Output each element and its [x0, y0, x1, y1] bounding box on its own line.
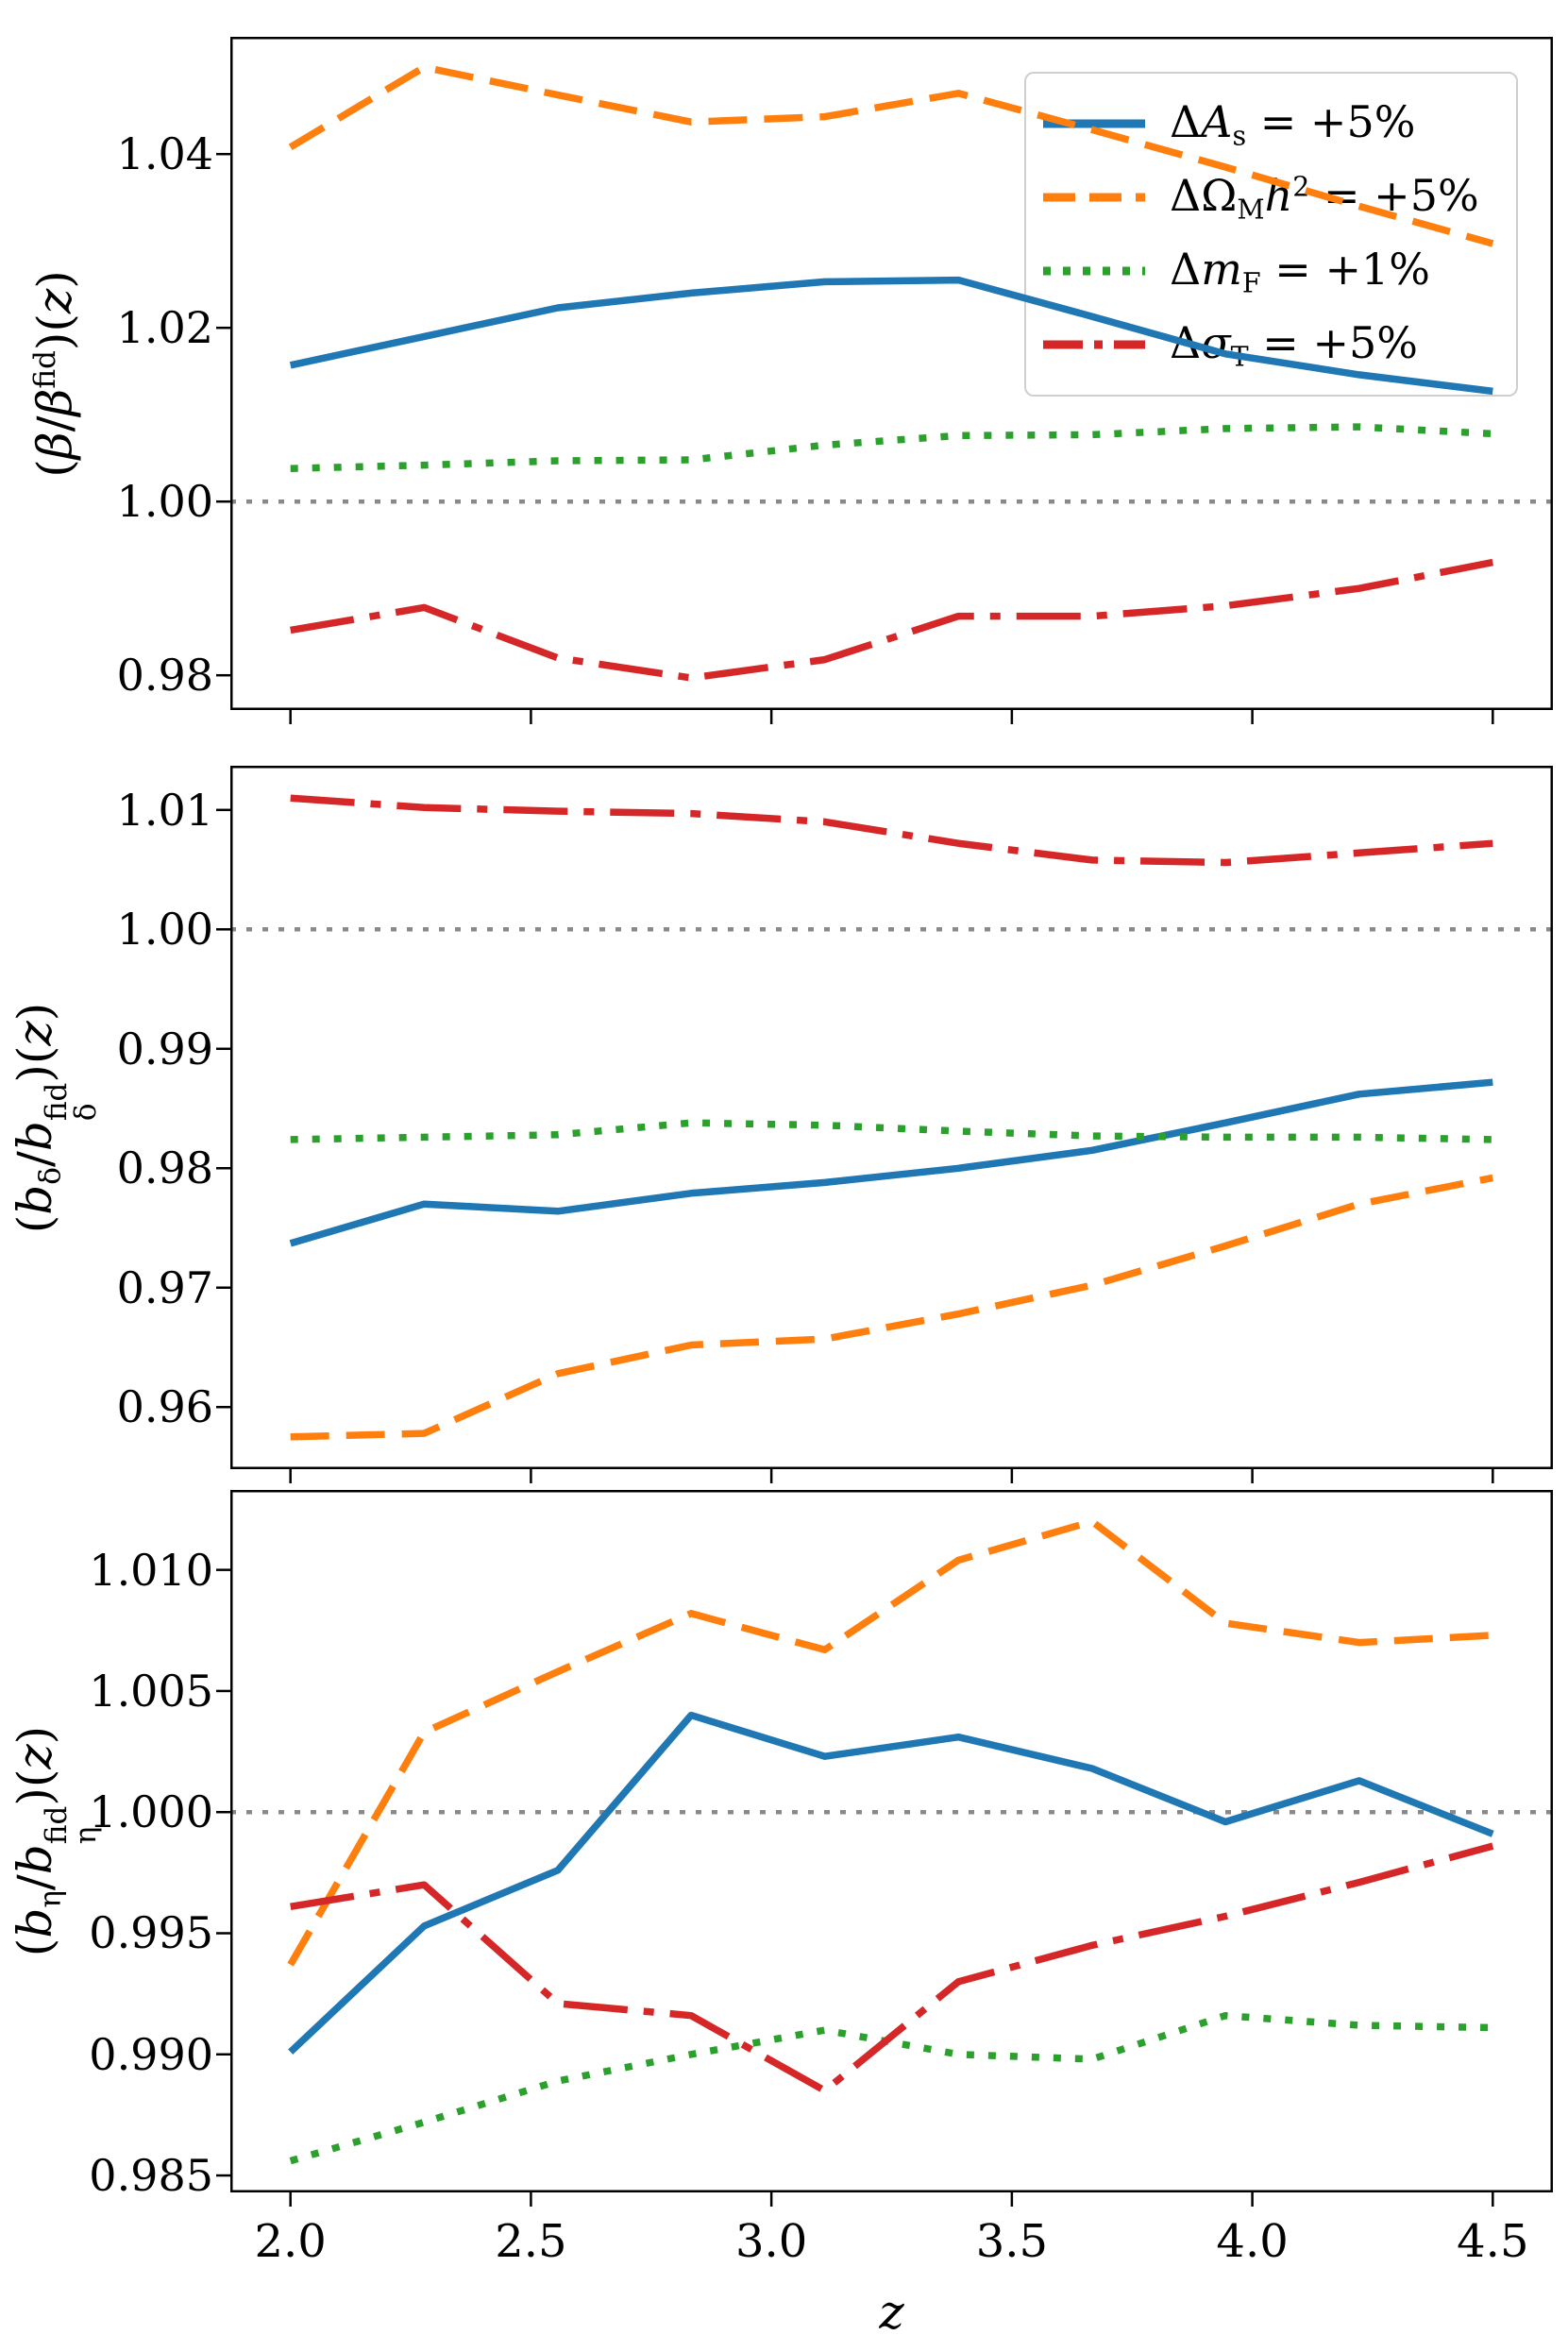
label-segment: z [8, 1744, 63, 1769]
label-segment: = +1% [1260, 243, 1430, 295]
y-axis-label: (bδ/b fid δ)(z) [8, 1002, 104, 1233]
y-tick-label: 1.010 [89, 1544, 213, 1596]
b-delta-ratio-panel [216, 766, 1553, 1483]
x-tick-label: 2.5 [495, 2215, 567, 2268]
label-segment: )( [8, 1768, 63, 1806]
label-segment: σ [1201, 316, 1231, 368]
y-tick-label: 1.005 [89, 1665, 213, 1717]
label-segment: fid [27, 349, 62, 389]
axes-spine [230, 1490, 1553, 2192]
y-tick-label: 1.04 [116, 128, 213, 180]
y-tick-label: 1.01 [116, 784, 213, 836]
label-segment: M [1237, 194, 1265, 226]
legend-label: ΔmF = +1% [1170, 244, 1430, 299]
y-tick-label: 0.995 [89, 1907, 213, 1959]
label-segment: )( [27, 313, 82, 350]
label-segment: β [27, 388, 82, 416]
label-segment: = +5% [1246, 95, 1416, 147]
label-segment: fid η [39, 1805, 104, 1845]
label-segment: )( [8, 1045, 63, 1083]
x-tick-label: 2.0 [254, 2215, 327, 2268]
series-blue [289, 1078, 1493, 1247]
x-tick-label: 3.0 [734, 2215, 808, 2268]
y-tick-label: 0.97 [116, 1261, 213, 1313]
label-segment: b [8, 1844, 63, 1875]
label-segment: = +5% [1248, 316, 1418, 368]
series-red [290, 794, 1493, 867]
label-segment: 2 [1292, 171, 1310, 203]
x-axis-label: z [879, 2285, 903, 2340]
y-tick-label: 1.00 [116, 476, 213, 528]
y-tick-label: 0.98 [116, 1142, 213, 1194]
label-segment: η [33, 1890, 68, 1908]
y-axis-label: (bη/b fid η)(z) [8, 1725, 104, 1957]
label-segment: ) [8, 1725, 63, 1745]
label-segment: ( [27, 458, 82, 478]
series-green [289, 2011, 1493, 2165]
label-segment: ( [8, 1214, 63, 1233]
label-segment: z [879, 2285, 904, 2340]
label-segment: / [27, 415, 82, 431]
series-orange [287, 1517, 1493, 1967]
y-tick-label: 0.96 [116, 1381, 213, 1433]
label-segment: m [1201, 243, 1242, 295]
axes-spine [230, 37, 1553, 710]
series-orange [288, 63, 1494, 247]
label-segment: β [27, 431, 82, 459]
label-segment: ΔΩ [1170, 169, 1238, 221]
label-segment: z [8, 1020, 63, 1046]
series-blue [289, 276, 1493, 396]
label-segment: ) [27, 269, 82, 289]
axes-spine [230, 766, 1553, 1469]
label-segment: δ [33, 1166, 68, 1185]
y-axis-label: (β/βfid)(z) [27, 270, 82, 478]
label-segment: s [1232, 120, 1247, 152]
legend-row: ΔmF = +1% [1043, 234, 1499, 308]
y-tick-label: 0.99 [116, 1023, 213, 1074]
y-tick-label: 0.985 [89, 2150, 213, 2202]
x-tick-label: 3.5 [975, 2215, 1049, 2268]
b-eta-ratio-panel [216, 1490, 1553, 2207]
label-segment: F [1241, 267, 1261, 299]
y-tick-label: 0.990 [89, 2028, 213, 2080]
legend-line-sample-dashed [1043, 193, 1145, 202]
label-segment: b [8, 1184, 63, 1215]
y-tick-label: 1.00 [116, 904, 213, 956]
x-tick-label: 4.5 [1457, 2215, 1529, 2268]
series-red [290, 1842, 1494, 2094]
label-segment: Δ [1170, 243, 1202, 295]
label-segment: z [27, 288, 82, 313]
label-segment: A [1201, 95, 1233, 147]
label-segment: ( [8, 1937, 63, 1957]
label-segment: b [8, 1120, 63, 1151]
series-orange [290, 1174, 1494, 1441]
y-tick-label: 0.98 [116, 650, 213, 702]
series-green [290, 1119, 1493, 1143]
legend-label: ΔAs = +5% [1170, 96, 1415, 152]
series-red [290, 558, 1494, 682]
series-green [290, 423, 1493, 472]
x-tick-label: 4.0 [1216, 2215, 1289, 2268]
series-blue [288, 1711, 1494, 2055]
label-segment: Δ [1170, 95, 1202, 147]
legend-line-sample-dotted [1043, 266, 1145, 276]
label-segment: fid δ [39, 1082, 104, 1121]
label-segment: / [8, 1150, 63, 1167]
label-segment: b [8, 1907, 63, 1938]
y-tick-label: 1.02 [116, 302, 213, 354]
y-tick-label: 1.000 [89, 1786, 213, 1838]
legend-line-sample-dashdot [1043, 340, 1145, 349]
label-segment: / [8, 1874, 63, 1891]
beta-ratio-panel [216, 37, 1553, 724]
label-segment: ) [8, 1002, 63, 1021]
label-segment: = +5% [1309, 169, 1479, 221]
